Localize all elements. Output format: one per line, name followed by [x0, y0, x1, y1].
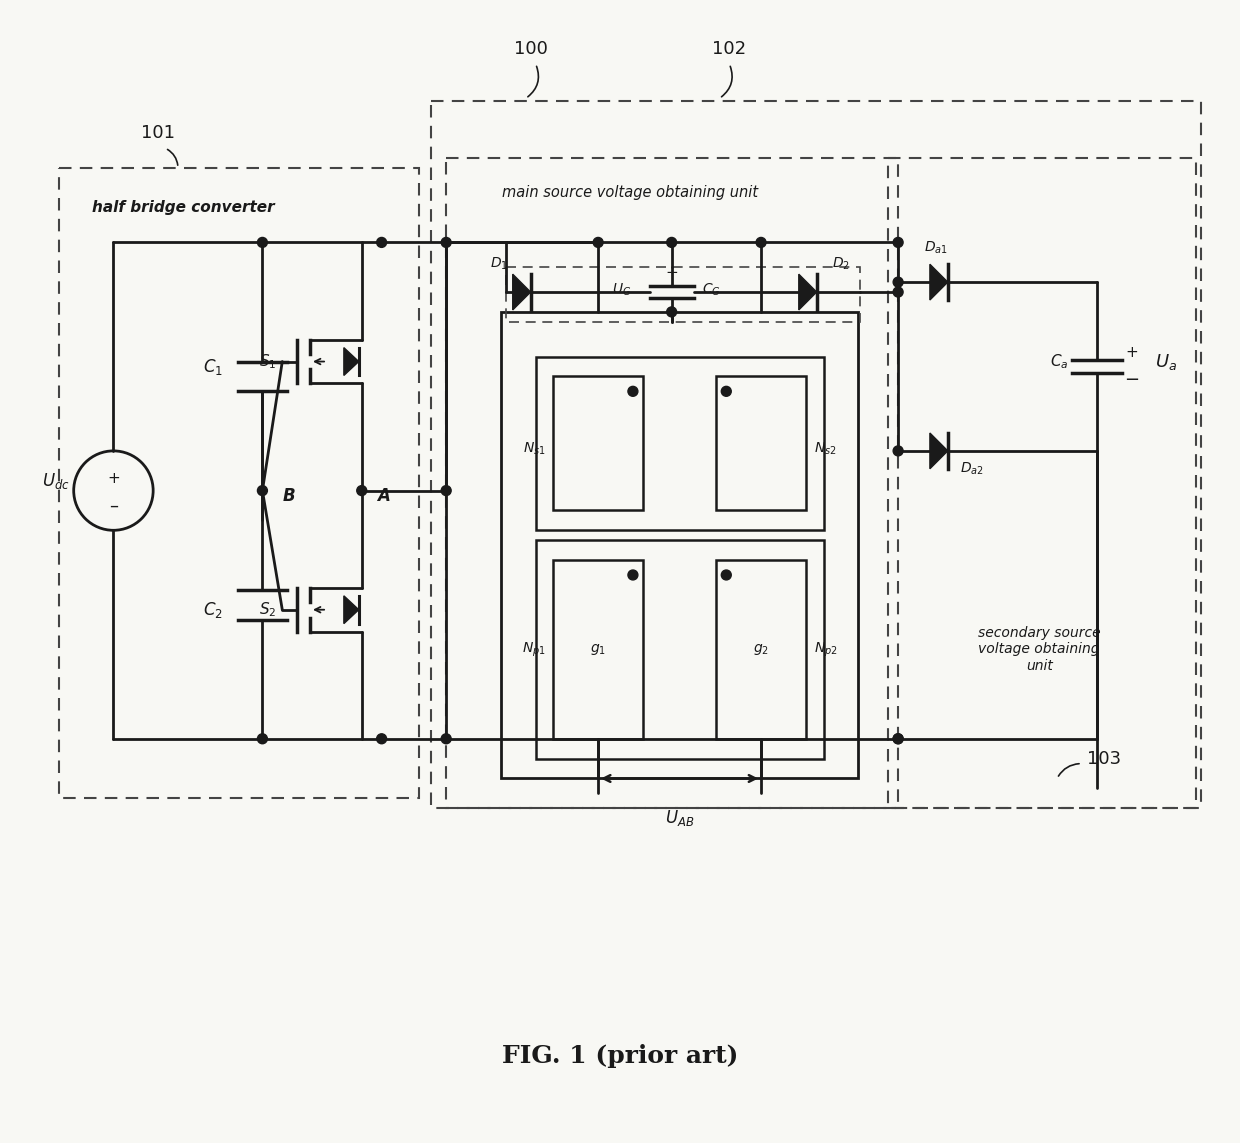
- Text: $N_{p1}$: $N_{p1}$: [522, 640, 546, 658]
- Circle shape: [258, 238, 268, 247]
- Text: $S_2$: $S_2$: [259, 600, 277, 620]
- Circle shape: [593, 238, 603, 247]
- Circle shape: [893, 446, 903, 456]
- Text: $g_1$: $g_1$: [590, 642, 606, 657]
- Text: $S_1$: $S_1$: [259, 352, 277, 370]
- Circle shape: [441, 734, 451, 744]
- Circle shape: [258, 734, 268, 744]
- Circle shape: [667, 307, 677, 317]
- Text: FIG. 1 (prior art): FIG. 1 (prior art): [502, 1045, 738, 1069]
- Bar: [506, 267, 861, 322]
- Circle shape: [377, 734, 387, 744]
- Bar: [553, 560, 642, 738]
- Text: secondary source
voltage obtaining
unit: secondary source voltage obtaining unit: [978, 626, 1100, 672]
- Bar: [446, 158, 898, 808]
- Circle shape: [627, 386, 637, 397]
- Text: $N_{p2}$: $N_{p2}$: [813, 640, 837, 658]
- Circle shape: [357, 486, 367, 496]
- Circle shape: [667, 238, 677, 247]
- Text: 101: 101: [141, 125, 175, 142]
- Circle shape: [441, 486, 451, 496]
- Text: half bridge converter: half bridge converter: [92, 200, 274, 215]
- Text: $U_a$: $U_a$: [1156, 352, 1177, 371]
- Text: $C_a$: $C_a$: [1050, 352, 1068, 370]
- Text: $C_2$: $C_2$: [203, 600, 223, 620]
- Polygon shape: [512, 274, 531, 310]
- Text: $N_{s1}$: $N_{s1}$: [523, 440, 546, 456]
- Text: $D_1$: $D_1$: [490, 256, 508, 272]
- Polygon shape: [343, 347, 358, 375]
- Bar: [888, 158, 1197, 808]
- Bar: [536, 541, 823, 759]
- Circle shape: [893, 734, 903, 744]
- Text: B: B: [283, 487, 295, 504]
- Circle shape: [722, 570, 732, 580]
- Text: $U_{dc}$: $U_{dc}$: [42, 471, 69, 490]
- Polygon shape: [930, 264, 947, 299]
- Circle shape: [893, 734, 903, 744]
- Bar: [432, 102, 1202, 808]
- Text: A: A: [377, 487, 389, 504]
- Polygon shape: [799, 274, 817, 310]
- Text: $D_2$: $D_2$: [832, 256, 849, 272]
- Text: −: −: [666, 265, 678, 280]
- Text: –: –: [109, 496, 118, 514]
- Bar: [553, 376, 642, 511]
- Text: −: −: [1123, 371, 1140, 390]
- Circle shape: [258, 486, 268, 496]
- Text: 100: 100: [513, 40, 548, 58]
- Text: +: +: [1125, 345, 1138, 360]
- Text: $g_2$: $g_2$: [753, 642, 769, 657]
- Text: $N_{s2}$: $N_{s2}$: [813, 440, 836, 456]
- Text: 103: 103: [1086, 750, 1121, 768]
- Text: $U_G$: $U_G$: [613, 282, 631, 298]
- Bar: [536, 357, 823, 530]
- Circle shape: [722, 386, 732, 397]
- Bar: [501, 312, 858, 778]
- Circle shape: [893, 277, 903, 287]
- Bar: [58, 168, 419, 798]
- Text: $C_1$: $C_1$: [203, 357, 223, 376]
- Bar: [717, 376, 806, 511]
- Text: main source voltage obtaining unit: main source voltage obtaining unit: [502, 185, 758, 200]
- Circle shape: [893, 238, 903, 247]
- Polygon shape: [343, 596, 358, 624]
- Text: +: +: [107, 471, 120, 486]
- Text: $D_{a2}$: $D_{a2}$: [960, 461, 983, 477]
- Bar: [717, 560, 806, 738]
- Text: 102: 102: [712, 40, 746, 58]
- Text: $U_{AB}$: $U_{AB}$: [665, 808, 694, 829]
- Circle shape: [893, 287, 903, 297]
- Polygon shape: [930, 433, 947, 469]
- Circle shape: [756, 238, 766, 247]
- Circle shape: [441, 238, 451, 247]
- Circle shape: [377, 238, 387, 247]
- Circle shape: [627, 570, 637, 580]
- Text: $D_{a1}$: $D_{a1}$: [924, 239, 947, 256]
- Text: $C_G$: $C_G$: [702, 282, 720, 298]
